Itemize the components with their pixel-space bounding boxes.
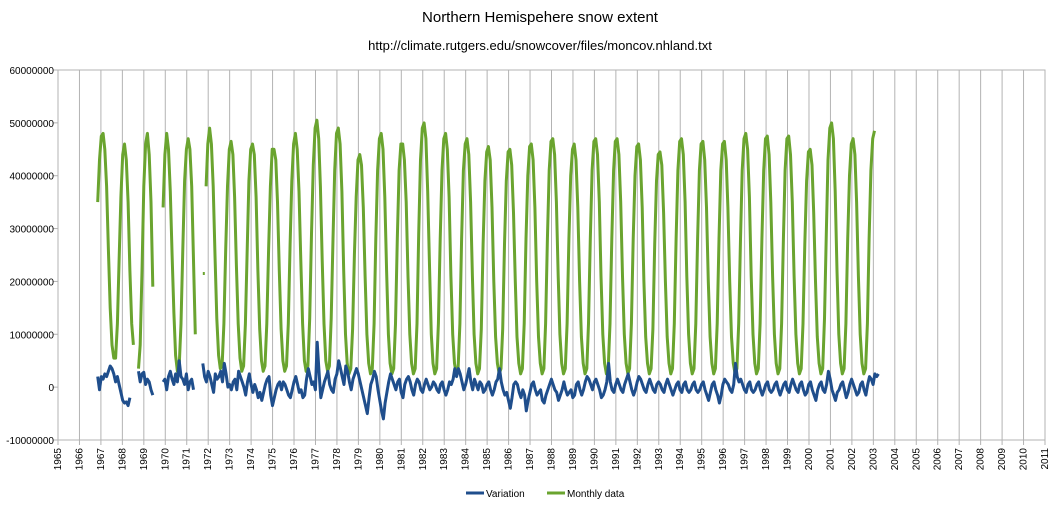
x-tick-label: 2008 (976, 448, 987, 471)
legend-label-monthly-data: Monthly data (567, 489, 625, 500)
x-tick-label: 1983 (439, 448, 450, 471)
y-tick-label: 50000000 (10, 119, 55, 130)
x-tick-label: 1985 (482, 448, 493, 471)
y-axis: -10000000 0 10000000 20000000 30000000 400000… (6, 66, 58, 447)
x-tick-label: 2009 (997, 448, 1008, 471)
y-tick-label: 0 (48, 383, 54, 394)
x-tick-label: 1967 (96, 448, 107, 471)
x-tick-label: 2000 (804, 448, 815, 471)
x-tick-label: 2005 (911, 448, 922, 471)
x-tick-label: 1982 (418, 448, 429, 471)
chart-subtitle: http://climate.rutgers.edu/snowcover/fil… (368, 38, 712, 53)
x-tick-label: 2011 (1040, 448, 1051, 470)
y-tick-label: 20000000 (10, 277, 55, 288)
x-tick-label: 1976 (289, 448, 300, 471)
series-line-variation (96, 364, 132, 408)
x-tick-label: 1996 (718, 448, 729, 471)
series-line-variation (161, 359, 195, 392)
x-tick-label: 1970 (160, 448, 171, 471)
x-tick-label: 2006 (933, 448, 944, 471)
x-tick-label: 1994 (675, 448, 686, 471)
x-tick-label: 1984 (461, 448, 472, 471)
x-tick-label: 1992 (632, 448, 643, 471)
x-tick-label: 2010 (1019, 448, 1030, 471)
series-line-monthly-data (161, 131, 197, 373)
x-tick-label: 1990 (589, 448, 600, 471)
y-tick-label: 30000000 (10, 225, 55, 236)
x-tick-label: 1991 (611, 448, 622, 471)
x-tick-label: 1998 (761, 448, 772, 471)
x-tick-label: 1973 (225, 448, 236, 471)
x-axis: 1965 1966 1967 1968 1969 1970 1971 1972 1973 1974… (53, 440, 1051, 470)
series-line-monthly-data (96, 131, 135, 360)
x-tick-label: 2003 (868, 448, 879, 471)
x-tick-label: 1980 (375, 448, 386, 471)
y-tick-label: 10000000 (10, 330, 55, 341)
x-tick-label: 1979 (353, 448, 364, 471)
chart-title: Northern Hemispehere snow extent (422, 9, 659, 26)
x-tick-label: 1966 (74, 448, 85, 471)
x-tick-label: 2004 (890, 448, 901, 471)
plot-area (96, 118, 880, 421)
legend-item-monthly-data: Monthly data (547, 489, 625, 500)
x-tick-label: 1986 (504, 448, 515, 471)
vertical-gridlines (57, 69, 1046, 441)
x-tick-label: 2007 (954, 448, 965, 471)
x-tick-label: 2002 (847, 448, 858, 471)
x-tick-label: 1972 (203, 448, 214, 471)
x-tick-label: 1995 (697, 448, 708, 471)
y-tick-label: 60000000 (10, 66, 55, 77)
y-tick-label: 40000000 (10, 172, 55, 183)
legend-label-variation: Variation (486, 489, 525, 500)
x-tick-label: 2001 (825, 448, 836, 471)
series-line-monthly-data (204, 118, 876, 376)
series-line-monthly-data (137, 131, 155, 369)
x-tick-label: 1999 (783, 448, 794, 471)
x-tick-label: 1988 (547, 448, 558, 471)
x-tick-label: 1989 (568, 448, 579, 471)
y-tick-label: -10000000 (6, 436, 54, 447)
x-tick-label: 1977 (310, 448, 321, 471)
x-tick-label: 1971 (182, 448, 193, 471)
x-tick-label: 1978 (332, 448, 343, 471)
x-tick-label: 1975 (268, 448, 279, 471)
legend-item-variation: Variation (466, 489, 525, 500)
x-tick-label: 1987 (525, 448, 536, 471)
x-tick-label: 1997 (740, 448, 751, 471)
x-tick-label: 1968 (117, 448, 128, 471)
series-line-variation (201, 340, 880, 421)
series-line-variation (137, 370, 155, 396)
x-tick-label: 1969 (139, 448, 150, 471)
x-tick-label: 1981 (396, 448, 407, 471)
x-tick-label: 1993 (654, 448, 665, 471)
legend: Variation Monthly data (466, 489, 625, 500)
x-tick-label: 1974 (246, 448, 257, 471)
x-tick-label: 1965 (53, 448, 64, 471)
